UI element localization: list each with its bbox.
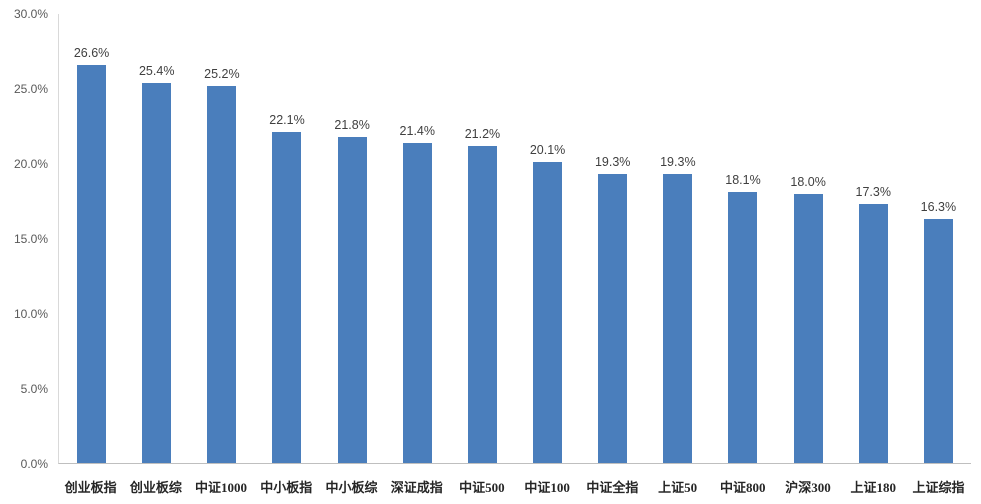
y-tick-label: 30.0%	[13, 7, 48, 21]
bar[interactable]	[272, 132, 302, 463]
plot-area: 26.6% 25.4% 25.2% 22.1% 21.8% 21.4% 21.2% 20.1%…	[58, 14, 971, 464]
bar-value-label: 18.0%	[790, 174, 826, 189]
bar[interactable]	[793, 193, 823, 463]
bar-value-label: 21.4%	[399, 123, 435, 138]
bar-value-label: 26.6%	[73, 45, 110, 60]
bar-group: 19.3%	[645, 14, 710, 463]
y-axis: 0.0% 5.0% 10.0% 15.0% 20.0% 25.0% 30.0%	[0, 0, 54, 504]
bar[interactable]	[467, 145, 497, 463]
bar-group: 16.3%	[906, 14, 971, 463]
bar-group: 20.1%	[515, 14, 580, 463]
bar-value-label: 17.3%	[855, 185, 891, 200]
bar[interactable]	[728, 192, 758, 463]
bar[interactable]	[337, 136, 367, 463]
x-axis-labels: 创业板指 创业板综 中证1000 中小板指 中小板综 深证成指 中证500 中证100 中证全指…	[58, 477, 971, 496]
bar-group: 21.8%	[320, 14, 385, 463]
x-axis-category-label: 上证180	[850, 480, 896, 495]
bar-group: 21.2%	[450, 14, 515, 463]
bar-group: 19.3%	[580, 14, 645, 463]
bar[interactable]	[923, 219, 953, 463]
bar-group: 25.2%	[189, 14, 254, 463]
x-axis-category-label: 上证综指	[912, 480, 965, 495]
bar-value-label: 16.3%	[920, 200, 957, 215]
bar-value-label: 21.8%	[334, 117, 370, 132]
bar[interactable]	[142, 82, 172, 463]
y-tick-label: 5.0%	[20, 382, 48, 396]
bar-value-label: 22.1%	[269, 113, 305, 128]
y-tick-label: 25.0%	[13, 82, 48, 96]
y-tick-label: 20.0%	[13, 157, 48, 171]
bar-group: 21.4%	[385, 14, 450, 463]
x-axis-category-label: 创业板指	[64, 480, 117, 495]
bar[interactable]	[402, 142, 432, 463]
bar[interactable]	[598, 174, 628, 463]
x-axis-category-label: 深证成指	[390, 480, 443, 495]
x-axis-category-label: 中证全指	[586, 480, 639, 495]
y-tick-label: 0.0%	[20, 457, 48, 471]
y-tick-label: 15.0%	[13, 232, 48, 246]
x-axis-category-label: 中证800	[720, 480, 766, 495]
bar[interactable]	[77, 64, 107, 463]
bar-value-label: 20.1%	[529, 143, 566, 158]
bar-value-label: 25.2%	[204, 66, 240, 81]
bar[interactable]	[533, 162, 563, 463]
x-axis-category-label: 中证1000	[195, 480, 248, 495]
x-axis-category-label: 中小板综	[325, 480, 378, 495]
bar[interactable]	[663, 174, 693, 463]
bar-group: 22.1%	[254, 14, 319, 463]
bar[interactable]	[207, 85, 237, 463]
x-axis-category-label: 中证100	[524, 480, 570, 495]
bar-group: 17.3%	[841, 14, 906, 463]
bar-value-label: 19.3%	[660, 155, 696, 170]
bar-value-label: 19.3%	[594, 155, 631, 170]
bar-group: 18.1%	[710, 14, 775, 463]
x-axis-category-label: 创业板综	[129, 480, 182, 495]
bar-group: 18.0%	[776, 14, 841, 463]
bar-group: 25.4%	[124, 14, 189, 463]
bar-value-label: 21.2%	[464, 126, 501, 141]
bar[interactable]	[858, 204, 888, 463]
x-axis-category-label: 沪深300	[785, 480, 831, 495]
bar-value-label: 25.4%	[138, 63, 175, 78]
x-axis-category-label: 中小板指	[260, 480, 313, 495]
bar-group: 26.6%	[59, 14, 124, 463]
y-tick-label: 10.0%	[13, 307, 48, 321]
x-axis-category-label: 中证500	[459, 480, 505, 495]
bar-value-label: 18.1%	[725, 173, 761, 188]
x-axis-category-label: 上证50	[658, 480, 698, 495]
